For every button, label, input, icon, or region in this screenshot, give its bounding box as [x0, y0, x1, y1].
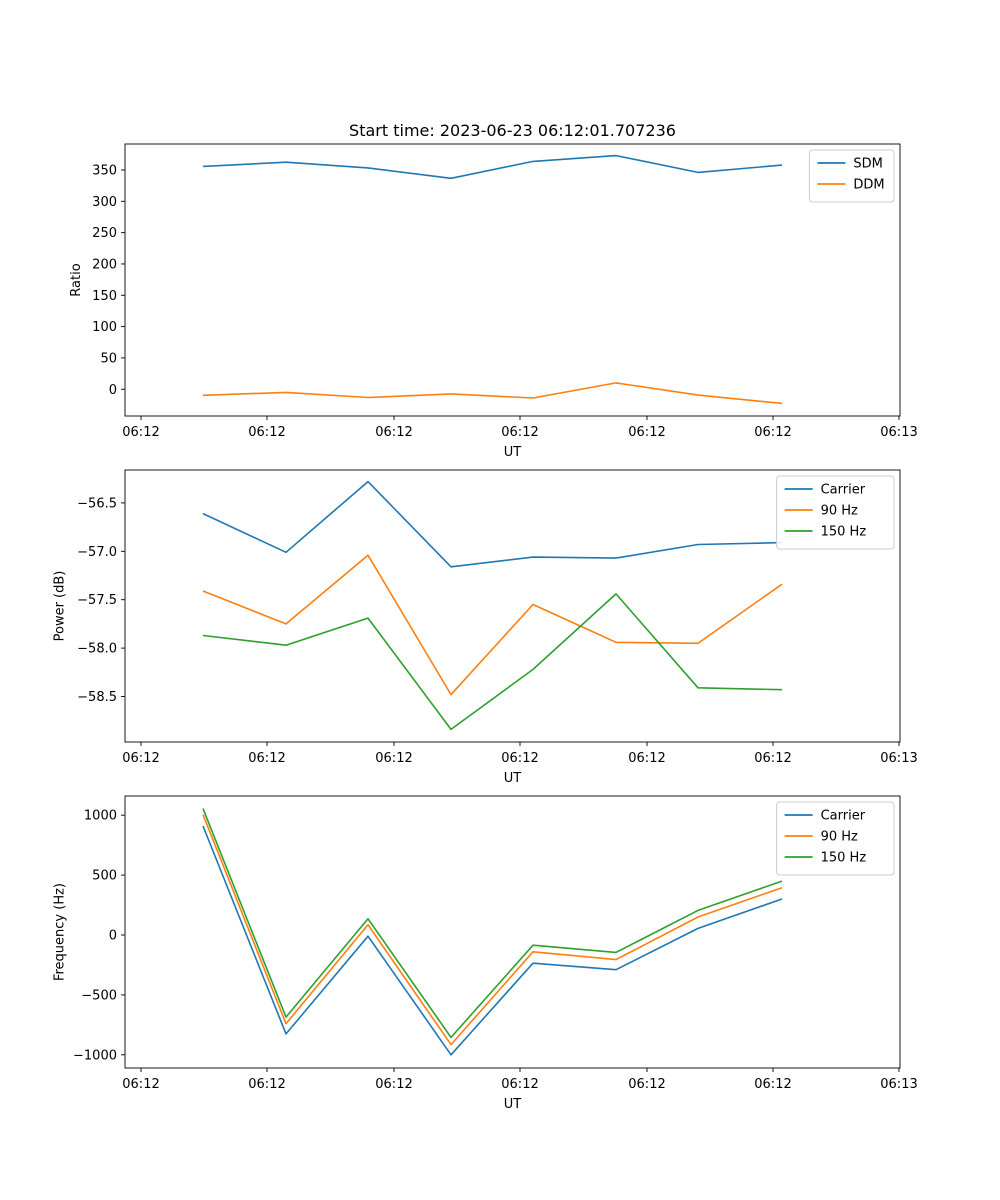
legend-label: 150 Hz	[821, 851, 867, 866]
x-tick-label: 06:12	[628, 751, 665, 766]
y-tick-label: 0	[109, 383, 117, 398]
series-line-sdm	[202, 154, 783, 180]
x-tick-label: 06:12	[248, 751, 285, 766]
y-tick-label: −58.5	[77, 690, 117, 705]
series-line-90-hz	[202, 554, 783, 696]
y-axis-label: Frequency (Hz)	[53, 883, 68, 981]
series-line-150-hz	[202, 808, 783, 1039]
y-axis-label: Ratio	[69, 263, 84, 296]
x-tick-label: 06:12	[754, 751, 791, 766]
legend-label: Carrier	[821, 809, 866, 824]
y-tick-label: 250	[92, 226, 117, 241]
legend: Carrier 90 Hz 150 Hz	[776, 801, 895, 876]
legend-label: 150 Hz	[821, 525, 867, 540]
x-tick-label: 06:12	[248, 1077, 285, 1092]
x-tick-label: 06:12	[628, 425, 665, 440]
series-line-90-hz	[202, 814, 783, 1046]
y-tick-label: 100	[92, 320, 117, 335]
y-tick-label: 150	[92, 289, 117, 304]
x-tick-label: 06:12	[248, 425, 285, 440]
x-tick-label: 06:12	[122, 751, 159, 766]
x-tick-label: 06:13	[880, 425, 917, 440]
x-tick-label: 06:13	[880, 1077, 917, 1092]
x-tick-label: 06:13	[880, 751, 917, 766]
y-tick-label: −57.0	[77, 545, 117, 560]
y-tick-label: 1000	[84, 809, 117, 824]
x-tick-label: 06:12	[628, 1077, 665, 1092]
x-tick-label: 06:12	[754, 425, 791, 440]
y-tick-label: −58.0	[77, 642, 117, 657]
y-tick-label: 0	[109, 928, 117, 943]
axes-frame	[124, 795, 901, 1069]
series-line-carrier	[202, 480, 783, 568]
panel-1: 06:12 06:12 06:12 06:12 06:12 06:12 06:13 UT 0 50…	[69, 143, 918, 460]
y-tick-label: 200	[92, 257, 117, 272]
y-tick-label: 500	[92, 869, 117, 884]
legend-label: SDM	[853, 157, 882, 172]
series-line-carrier	[202, 825, 783, 1056]
x-tick-label: 06:12	[375, 425, 412, 440]
x-tick-label: 06:12	[375, 1077, 412, 1092]
y-tick-label: 350	[92, 163, 117, 178]
y-axis-label: Power (dB)	[53, 571, 68, 642]
legend-label: 90 Hz	[821, 830, 858, 845]
x-axis-label: UT	[504, 445, 522, 460]
series-line-ddm	[202, 382, 783, 405]
panel-2: 06:12 06:12 06:12 06:12 06:12 06:12 06:13 UT −58…	[53, 469, 918, 786]
axes-frame	[124, 143, 901, 417]
y-tick-label: 300	[92, 195, 117, 210]
x-tick-label: 06:12	[501, 751, 538, 766]
y-tick-label: −1000	[73, 1048, 117, 1063]
x-tick-label: 06:12	[122, 1077, 159, 1092]
panels: 06:12 06:12 06:12 06:12 06:12 06:12 06:13 UT 0 50…	[53, 143, 918, 1112]
legend-label: Carrier	[821, 483, 866, 498]
figure-title: Start time: 2023-06-23 06:12:01.707236	[349, 121, 676, 140]
x-axis-label: UT	[504, 771, 522, 786]
x-axis-label: UT	[504, 1097, 522, 1112]
legend: Carrier 90 Hz 150 Hz	[776, 475, 895, 550]
y-tick-label: −57.5	[77, 593, 117, 608]
x-tick-label: 06:12	[754, 1077, 791, 1092]
legend: SDM DDM	[808, 149, 895, 203]
legend-label: DDM	[853, 178, 884, 193]
legend-label: 90 Hz	[821, 504, 858, 519]
series-line-150-hz	[202, 593, 783, 731]
y-tick-label: −500	[81, 988, 117, 1003]
x-tick-label: 06:12	[501, 425, 538, 440]
axes-frame	[124, 469, 901, 743]
x-tick-label: 06:12	[501, 1077, 538, 1092]
x-tick-label: 06:12	[375, 751, 412, 766]
y-tick-label: −56.5	[77, 496, 117, 511]
panel-3: 06:12 06:12 06:12 06:12 06:12 06:12 06:13 UT −10…	[53, 795, 918, 1112]
x-tick-label: 06:12	[122, 425, 159, 440]
y-tick-label: 50	[100, 351, 117, 366]
